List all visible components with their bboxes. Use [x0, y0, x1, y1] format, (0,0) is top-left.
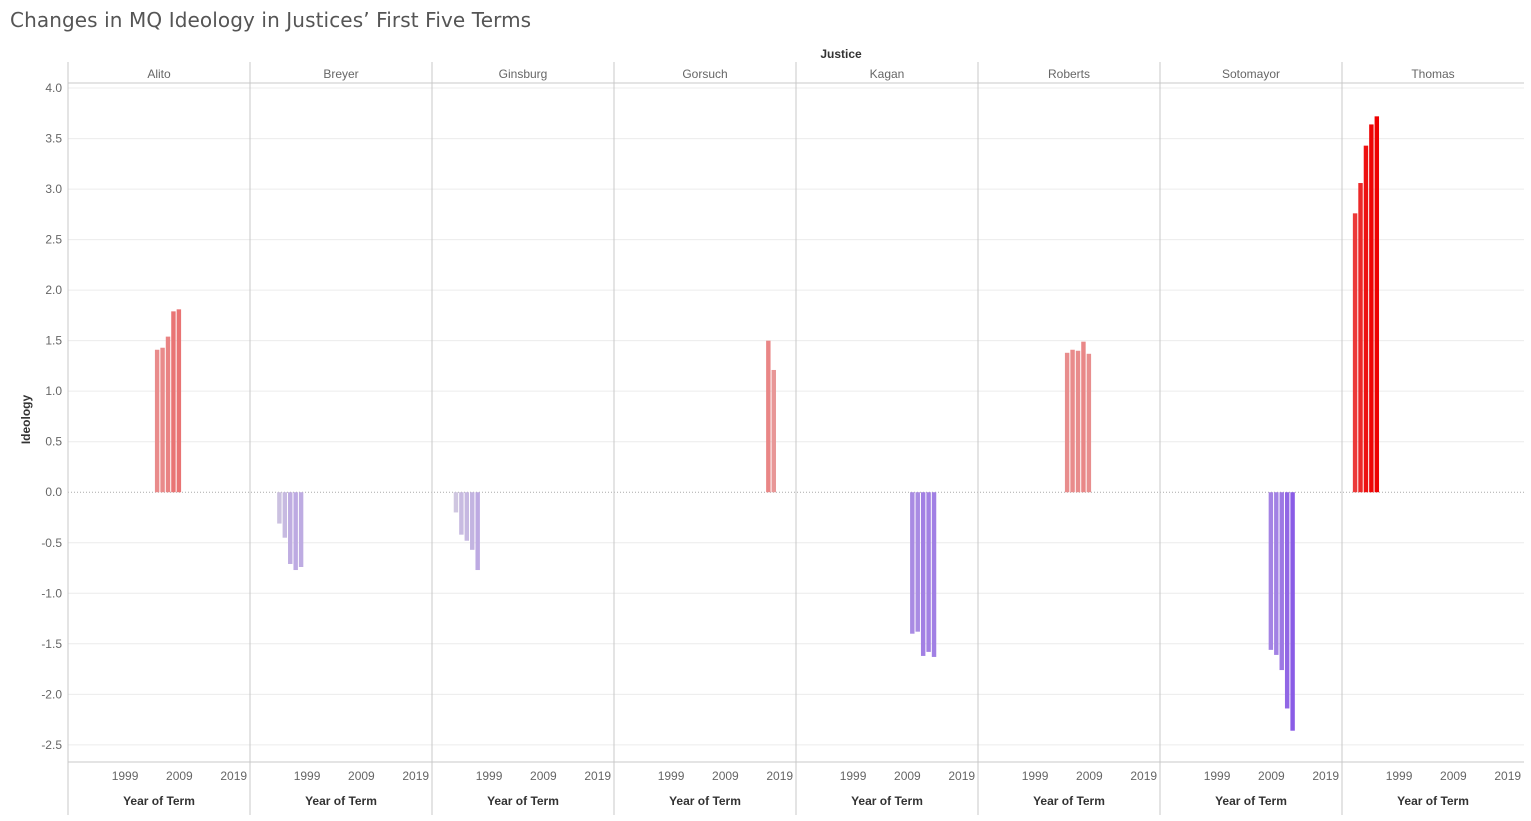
- bar-thomas-1992[interactable]: [1358, 183, 1363, 493]
- bar-kagan-2010[interactable]: [910, 492, 915, 634]
- bar-ginsburg-1993[interactable]: [453, 492, 459, 513]
- x-tick-label: 2019: [1130, 769, 1157, 783]
- bar-breyer-1994[interactable]: [277, 492, 282, 524]
- x-tick-label: 1999: [1386, 769, 1413, 783]
- bar-breyer-1997[interactable]: [293, 492, 298, 571]
- bar-alito-2009[interactable]: [176, 309, 182, 493]
- x-tick-label: 2019: [1494, 769, 1521, 783]
- y-tick-label: 4.0: [45, 81, 62, 95]
- facet-label-gorsuch: Gorsuch: [682, 67, 727, 81]
- bar-thomas-1993[interactable]: [1363, 145, 1369, 493]
- y-tick-label: -1.0: [41, 586, 62, 600]
- x-tick-label: 2009: [166, 769, 193, 783]
- bar-thomas-1995[interactable]: [1374, 116, 1380, 493]
- x-axis-title: Year of Term: [1215, 794, 1287, 808]
- bar-roberts-2006[interactable]: [1070, 349, 1075, 493]
- bar-alito-2005[interactable]: [154, 349, 160, 493]
- bar-gorsuch-2017[interactable]: [766, 340, 771, 493]
- x-tick-label: 2019: [584, 769, 611, 783]
- facet-label-roberts: Roberts: [1048, 67, 1090, 81]
- x-tick-label: 2009: [1258, 769, 1285, 783]
- bar-sotomayor-2013[interactable]: [1290, 492, 1295, 731]
- y-tick-label: -2.0: [41, 687, 62, 701]
- y-tick-label: 3.5: [45, 132, 62, 146]
- y-tick-label: 0.0: [45, 485, 62, 499]
- y-tick-label: 2.5: [45, 233, 62, 247]
- y-tick-label: 1.0: [45, 384, 62, 398]
- x-tick-label: 2009: [530, 769, 557, 783]
- x-axis-title: Year of Term: [1397, 794, 1469, 808]
- facet-header-title: Justice: [820, 47, 862, 61]
- y-tick-label: -0.5: [41, 536, 62, 550]
- x-tick-label: 1999: [294, 769, 321, 783]
- bar-ginsburg-1997[interactable]: [475, 492, 480, 571]
- chart-title: Changes in MQ Ideology in Justices’ Firs…: [10, 8, 532, 32]
- x-tick-label: 1999: [658, 769, 685, 783]
- bar-breyer-1996[interactable]: [288, 492, 293, 564]
- y-tick-label: 2.0: [45, 283, 62, 297]
- x-tick-label: 2019: [766, 769, 793, 783]
- facet-label-breyer: Breyer: [323, 67, 358, 81]
- bar-breyer-1998[interactable]: [298, 492, 304, 568]
- panel-frames: [67, 62, 1524, 815]
- bar-thomas-1991[interactable]: [1352, 213, 1358, 493]
- bar-kagan-2013[interactable]: [926, 492, 931, 652]
- x-tick-label: 1999: [476, 769, 503, 783]
- bar-alito-2008[interactable]: [171, 311, 176, 493]
- bar-ginsburg-1995[interactable]: [464, 492, 470, 541]
- bar-sotomayor-2010[interactable]: [1274, 492, 1279, 655]
- bars: [154, 116, 1380, 731]
- x-tick-label: 1999: [112, 769, 139, 783]
- bar-roberts-2008[interactable]: [1081, 341, 1086, 493]
- bar-sotomayor-2012[interactable]: [1284, 492, 1290, 709]
- x-tick-label: 2009: [1440, 769, 1467, 783]
- bar-sotomayor-2009[interactable]: [1268, 492, 1274, 650]
- bar-thomas-1994[interactable]: [1369, 124, 1374, 493]
- bar-ginsburg-1994[interactable]: [459, 492, 464, 535]
- x-tick-label: 2009: [1076, 769, 1103, 783]
- x-axis-title: Year of Term: [669, 794, 741, 808]
- y-axis-title: Ideology: [19, 395, 33, 445]
- x-tick-label: 2019: [948, 769, 975, 783]
- facet-label-alito: Alito: [147, 67, 171, 81]
- bar-roberts-2009[interactable]: [1086, 353, 1092, 493]
- x-tick-label: 1999: [840, 769, 867, 783]
- x-axis-title: Year of Term: [487, 794, 559, 808]
- y-tick-label: 0.5: [45, 435, 62, 449]
- x-tick-label: 2019: [402, 769, 429, 783]
- bar-roberts-2007[interactable]: [1075, 350, 1081, 493]
- y-tick-label: 3.0: [45, 182, 62, 196]
- bar-kagan-2012[interactable]: [920, 492, 926, 656]
- x-tick-label: 2019: [1312, 769, 1339, 783]
- x-tick-label: 2009: [348, 769, 375, 783]
- bar-gorsuch-2018[interactable]: [771, 369, 776, 493]
- bar-kagan-2014[interactable]: [931, 492, 937, 657]
- y-tick-label: -2.5: [41, 738, 62, 752]
- facet-label-thomas: Thomas: [1411, 67, 1454, 81]
- x-tick-label: 1999: [1204, 769, 1231, 783]
- labels: 4.0 3.5 3.0 2.5 2.0 1.5 1.0 0.5 0.0 -0.5 -1.0 -1.5 -…: [19, 47, 1521, 808]
- bar-kagan-2011[interactable]: [915, 492, 920, 632]
- x-tick-label: 2009: [894, 769, 921, 783]
- x-tick-label: 1999: [1022, 769, 1049, 783]
- bar-breyer-1995[interactable]: [282, 492, 288, 538]
- y-tick-label: 1.5: [45, 334, 62, 348]
- bar-roberts-2005[interactable]: [1064, 352, 1070, 493]
- facet-label-sotomayor: Sotomayor: [1222, 67, 1280, 81]
- x-tick-label: 2019: [220, 769, 247, 783]
- bar-ginsburg-1996[interactable]: [470, 492, 475, 550]
- x-axis-title: Year of Term: [123, 794, 195, 808]
- facet-label-ginsburg: Ginsburg: [499, 67, 548, 81]
- x-tick-label: 2009: [712, 769, 739, 783]
- bar-alito-2007[interactable]: [165, 336, 171, 493]
- bar-alito-2006[interactable]: [160, 347, 165, 493]
- x-axis-title: Year of Term: [1033, 794, 1105, 808]
- x-axis-title: Year of Term: [851, 794, 923, 808]
- x-axis-title: Year of Term: [305, 794, 377, 808]
- facet-label-kagan: Kagan: [870, 67, 905, 81]
- y-tick-label: -1.5: [41, 637, 62, 651]
- bar-sotomayor-2011[interactable]: [1279, 492, 1284, 671]
